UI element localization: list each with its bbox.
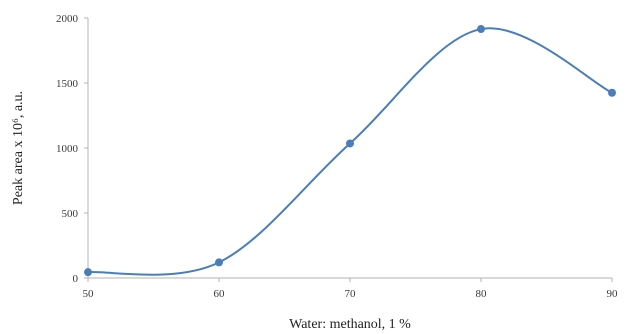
x-tick-label: 70	[345, 288, 357, 300]
x-axis-ticks: 50 60 70 80 90	[83, 278, 619, 300]
x-tick-label: 80	[476, 288, 488, 300]
data-point	[84, 268, 92, 277]
x-tick-label: 50	[83, 288, 95, 300]
x-tick-label: 60	[214, 288, 226, 300]
y-tick-label: 1500	[56, 78, 79, 90]
y-tick-label: 1000	[56, 143, 79, 155]
data-points	[84, 25, 616, 277]
series-line	[87, 27, 613, 276]
data-point	[215, 258, 223, 267]
x-axis-title: Water: methanol, 1 %	[289, 317, 411, 332]
y-axis-title: Peak area x 10⁶, a.u.	[11, 91, 26, 205]
data-point	[477, 25, 485, 34]
y-tick-label: 0	[73, 273, 79, 285]
data-point	[346, 139, 354, 148]
plot-area: 0 500 1000 1500 2000 50 60 70 80 90	[56, 13, 618, 300]
y-tick-label: 500	[62, 208, 79, 220]
y-axis-ticks: 0 500 1000 1500 2000	[56, 13, 88, 285]
data-point	[608, 88, 616, 97]
x-tick-label: 90	[607, 288, 619, 300]
y-tick-label: 2000	[56, 13, 79, 25]
